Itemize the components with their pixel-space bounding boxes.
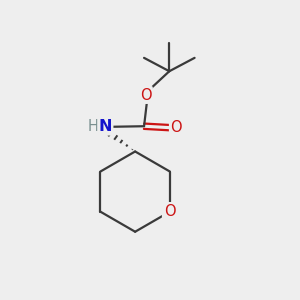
Text: H: H [88, 119, 99, 134]
Text: O: O [170, 120, 182, 135]
Text: N: N [99, 119, 112, 134]
Text: O: O [140, 88, 152, 103]
Text: O: O [164, 204, 176, 219]
